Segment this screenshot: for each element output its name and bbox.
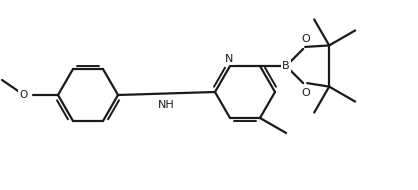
Text: O: O — [302, 34, 311, 44]
Text: NH: NH — [158, 101, 175, 111]
Text: O: O — [302, 88, 311, 98]
Text: O: O — [20, 90, 28, 100]
Text: B: B — [282, 61, 290, 71]
Text: N: N — [225, 54, 233, 64]
